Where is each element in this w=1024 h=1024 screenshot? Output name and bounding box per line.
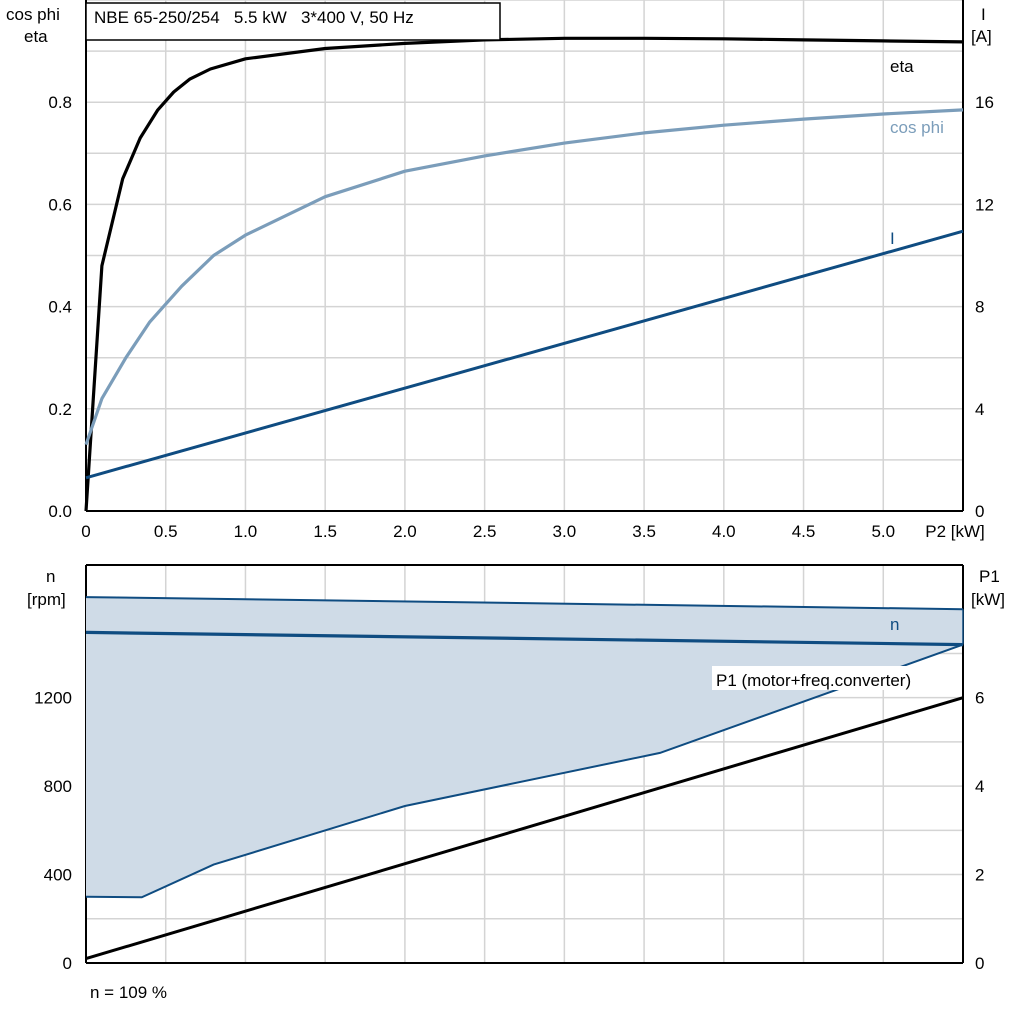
bottom-ticks: 0 400 800 1200 0 2 4 6 <box>34 689 984 973</box>
y-tick-label-right: 16 <box>975 93 994 112</box>
x-tick-label: 2.0 <box>393 522 417 541</box>
n-line <box>85 630 964 647</box>
y-axis-left-label-cos-phi: cos phi <box>6 5 60 24</box>
band-lower-line <box>85 643 964 899</box>
series-label-i: I <box>890 229 895 248</box>
current-line <box>85 229 964 480</box>
y-tick-label-left: 400 <box>44 866 72 885</box>
y-tick-label-left: 0.6 <box>48 195 72 214</box>
x-tick-label: 0.5 <box>154 522 178 541</box>
x-tick-label: P2 [kW] <box>925 522 985 541</box>
y-tick-label-left: 0.2 <box>48 400 72 419</box>
title-box <box>85 2 501 41</box>
y-tick-label-left: 800 <box>44 777 72 796</box>
cos-phi-line <box>84 108 964 446</box>
y-tick-label-left: 1200 <box>34 689 72 708</box>
speed-note: n = 109 % <box>90 983 167 1002</box>
series-label-p1: P1 (motor+freq.converter) <box>716 671 911 690</box>
y-axis-right-label-kw: [kW] <box>971 590 1005 609</box>
y-tick-label-right: 6 <box>975 689 984 708</box>
y-tick-label-right: 2 <box>975 866 984 885</box>
x-tick-label: 3.5 <box>632 522 656 541</box>
y-axis-right-label-p1: P1 <box>979 567 1000 586</box>
x-tick-label: 4.0 <box>712 522 736 541</box>
x-tick-label: 5.0 <box>871 522 895 541</box>
y-tick-label-right: 8 <box>975 298 984 317</box>
y-axis-left-label-eta: eta <box>24 27 48 46</box>
y-axis-left-label-rpm: [rpm] <box>27 590 66 609</box>
y-axis-right-label-i: I <box>981 5 986 24</box>
x-tick-label: 4.5 <box>792 522 816 541</box>
p1-label-background <box>712 666 960 690</box>
y-tick-label-left: 0.8 <box>48 93 72 112</box>
chart-title: NBE 65-250/254 5.5 kW 3*400 V, 50 Hz <box>94 8 414 27</box>
x-tick-label: 1.0 <box>234 522 258 541</box>
p1-line <box>85 696 964 961</box>
y-tick-label-left: 0 <box>63 954 72 973</box>
top-grid <box>85 0 964 512</box>
y-axis-left-label-n: n <box>46 567 55 586</box>
x-tick-label: 1.5 <box>313 522 337 541</box>
series-label-cos-phi: cos phi <box>890 118 944 137</box>
band-upper-line <box>85 596 964 611</box>
y-tick-label-right: 4 <box>975 400 984 419</box>
top-ticks: 0 0.5 1.0 1.5 2.0 2.5 3.0 3.5 4.0 4.5 5.0 P2 [kW] 0.… <box>48 93 994 541</box>
y-tick-label-right: 0 <box>975 502 984 521</box>
y-tick-label-right: 0 <box>975 954 984 973</box>
x-tick-label: 3.0 <box>553 522 577 541</box>
y-tick-label-left: 0.0 <box>48 502 72 521</box>
top-series <box>84 36 964 512</box>
x-tick-label: 2.5 <box>473 522 497 541</box>
y-tick-label-right: 4 <box>975 777 984 796</box>
series-label-n: n <box>890 615 899 634</box>
y-axis-right-label-unit: [A] <box>971 27 992 46</box>
y-tick-label-right: 12 <box>975 195 994 214</box>
x-tick-label: 0 <box>81 522 90 541</box>
y-tick-label-left: 0.4 <box>48 298 72 317</box>
eta-line <box>84 36 964 512</box>
series-label-eta: eta <box>890 57 914 76</box>
